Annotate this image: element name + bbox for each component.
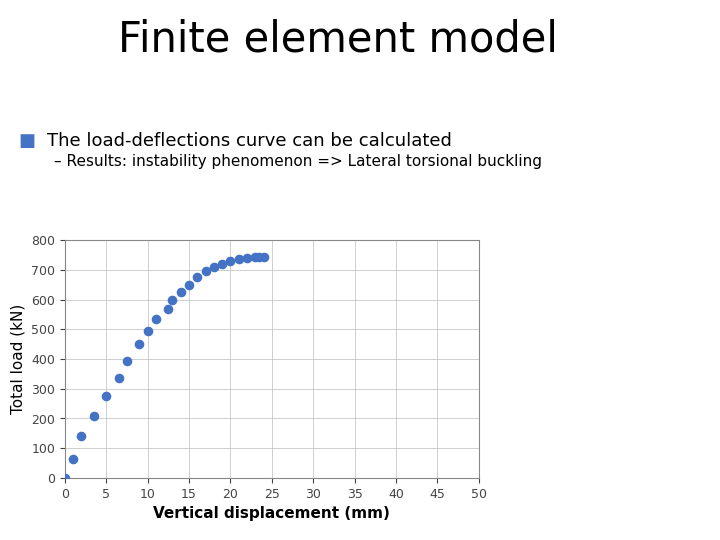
Text: 11: 11 [688,515,708,529]
Point [216,260,228,268]
Y-axis label: Total load (kN): Total load (kN) [11,304,25,414]
Point [233,254,245,263]
Point [175,288,186,296]
Point [142,327,153,335]
Point [76,432,87,441]
Point [121,356,132,365]
Point [113,374,125,383]
Point [167,295,179,304]
Point [192,273,203,282]
Point [150,315,161,323]
X-axis label: Vertical displacement (mm): Vertical displacement (mm) [153,506,390,521]
Point [163,304,174,313]
Point [250,252,261,261]
Point [258,252,269,261]
Point [88,411,99,420]
Text: Structural stainless steels: Structural stainless steels [693,177,703,341]
Text: ■: ■ [18,132,35,150]
Text: – Results: instability phenomenon => Lateral torsional buckling: – Results: instability phenomenon => Lat… [54,154,542,169]
Point [208,262,220,271]
Point [134,340,145,349]
Point [225,256,236,265]
Point [183,280,194,289]
Point [59,474,71,482]
Point [68,454,79,463]
Point [241,253,253,262]
Text: Finite element model: Finite element model [119,19,558,61]
Text: The load-deflections curve can be calculated: The load-deflections curve can be calcul… [47,132,451,150]
Point [100,392,112,401]
Point [200,267,212,276]
Point [253,252,265,261]
